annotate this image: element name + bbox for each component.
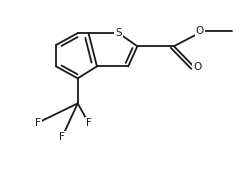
Text: O: O — [193, 62, 201, 72]
Text: S: S — [115, 28, 122, 38]
Text: F: F — [35, 118, 41, 128]
Text: F: F — [86, 118, 91, 128]
Text: F: F — [59, 132, 65, 142]
Text: O: O — [196, 26, 204, 36]
